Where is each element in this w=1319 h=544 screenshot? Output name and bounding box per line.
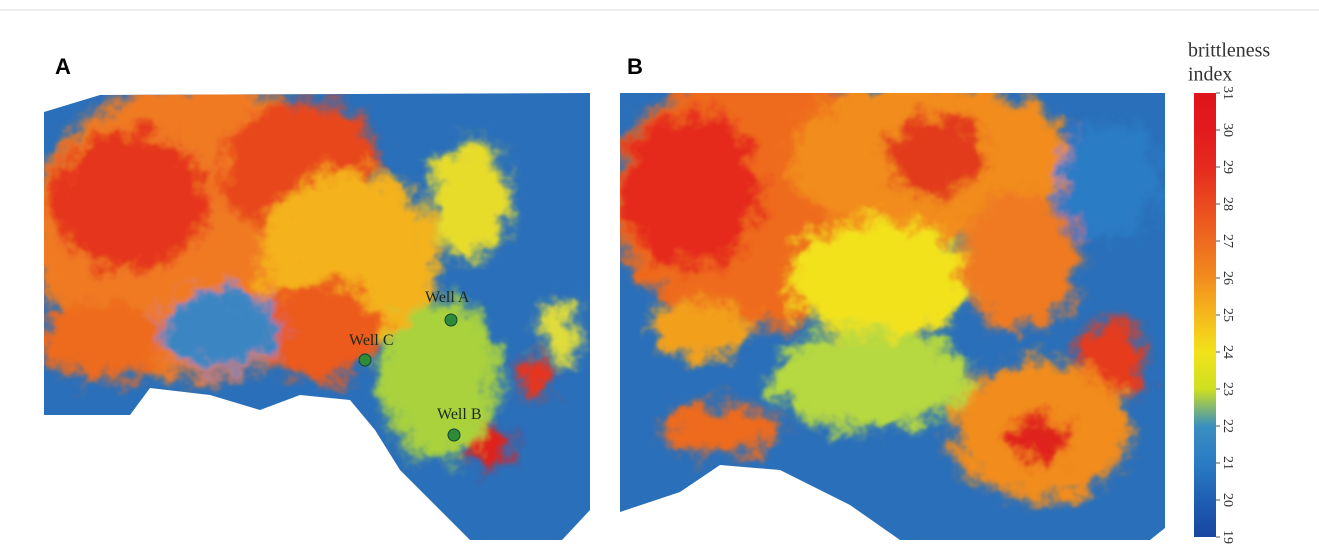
well-marker	[359, 354, 371, 366]
colorbar-tick-label: 20	[1220, 493, 1235, 507]
colorbar-tick-label: 25	[1220, 308, 1235, 322]
colorbar-tick-label: 29	[1220, 160, 1235, 174]
colorbar-tick-label: 21	[1220, 456, 1235, 470]
well-label: Well B	[437, 406, 481, 423]
well-label: Well A	[425, 289, 470, 306]
colorbar	[1194, 93, 1216, 537]
map-b	[610, 70, 1175, 544]
panel-label: B	[627, 54, 643, 79]
colorbar-tick-label: 24	[1220, 345, 1235, 359]
colorbar-tick-label: 19	[1220, 530, 1235, 544]
colorbar-tick-label: 26	[1220, 271, 1235, 285]
colorbar-tick-label: 22	[1220, 419, 1235, 433]
figure: A B Well A Well C Well B brittleness ind…	[0, 0, 1319, 544]
colorbar-tick-label: 30	[1220, 123, 1235, 137]
well-marker	[448, 429, 460, 441]
map-a	[30, 80, 600, 544]
colorbar-tick-label: 27	[1220, 234, 1235, 248]
well-label: Well C	[349, 332, 393, 349]
colorbar-title: brittleness	[1188, 40, 1270, 62]
colorbar-title: index	[1188, 64, 1232, 86]
colorbar-tick-label: 23	[1220, 382, 1235, 396]
colorbar-tick-label: 28	[1220, 197, 1235, 211]
panel-label: A	[55, 54, 71, 79]
colorbar-tick-label: 31	[1220, 86, 1235, 100]
well-marker	[445, 314, 457, 326]
